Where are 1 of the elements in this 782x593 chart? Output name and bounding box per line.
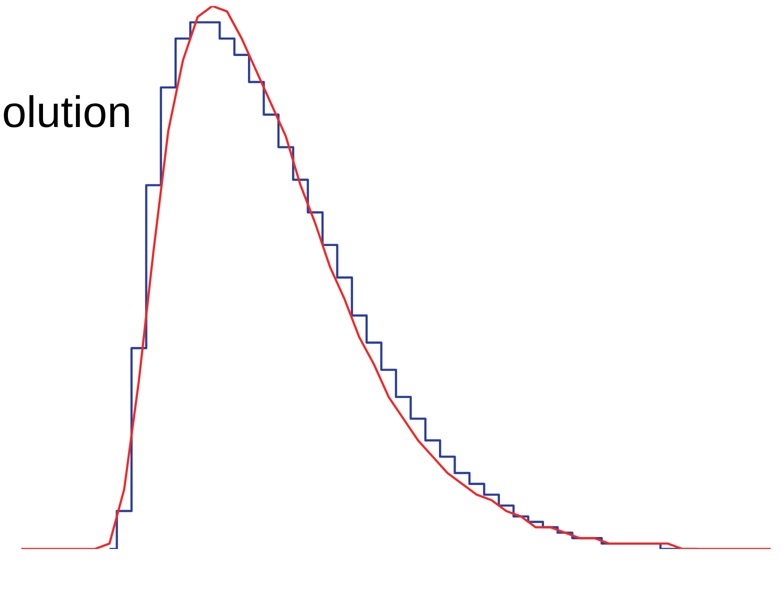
annotation: olution [2,88,132,138]
